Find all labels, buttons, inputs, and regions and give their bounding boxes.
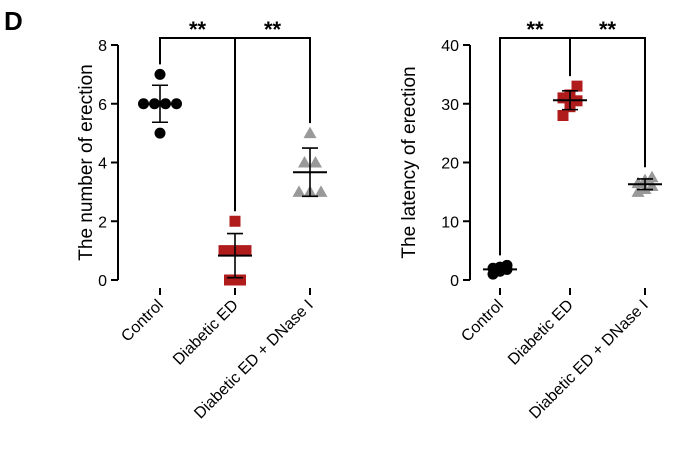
x-tick-label: Control [118, 297, 166, 345]
significance-label: ** [264, 17, 282, 42]
data-point [235, 274, 246, 286]
error-bar [562, 90, 578, 111]
y-tick-label: 10 [441, 214, 459, 231]
y-tick-label: 20 [441, 156, 459, 173]
y-axis-label: The number of erection [76, 64, 97, 260]
data-point [229, 215, 241, 227]
significance-label: ** [189, 17, 207, 42]
significance-bracket [159, 37, 311, 212]
y-tick-label: 4 [98, 156, 107, 173]
data-point [303, 126, 317, 139]
x-tick-label: Diabetic ED [170, 297, 242, 369]
data-point [298, 156, 311, 168]
y-tick-label: 0 [450, 273, 459, 290]
data-point [154, 127, 166, 139]
x-tick-label: Diabetic ED [505, 297, 577, 369]
panel-label: D [4, 6, 23, 36]
significance-label: ** [599, 17, 617, 42]
data-point [557, 92, 569, 104]
data-point [224, 274, 235, 286]
y-tick-label: 8 [98, 38, 107, 55]
error-bar [492, 265, 508, 274]
data-point [292, 185, 306, 197]
y-tick-label: 2 [98, 214, 107, 231]
data-point [218, 245, 230, 257]
data-point [309, 156, 322, 168]
data-point [645, 170, 659, 183]
y-axis-label: The latency of erection [399, 66, 420, 258]
y-tick-label: 6 [98, 97, 107, 114]
error-bar [152, 84, 168, 124]
y-tick-label: 30 [441, 97, 459, 114]
error-bar [637, 178, 653, 191]
data-point [557, 110, 569, 121]
data-point [154, 68, 166, 80]
y-tick-label: 0 [98, 273, 107, 290]
data-point [571, 80, 583, 92]
data-point [645, 179, 659, 191]
y-tick-label: 40 [441, 38, 459, 55]
error-bar [227, 232, 243, 279]
significance-label: ** [526, 17, 544, 42]
data-point [501, 259, 513, 271]
data-point [631, 185, 645, 197]
x-tick-label: Control [458, 297, 506, 345]
data-point [240, 245, 252, 257]
significance-bracket [499, 37, 646, 256]
data-point [314, 185, 328, 197]
error-bar [302, 147, 318, 198]
